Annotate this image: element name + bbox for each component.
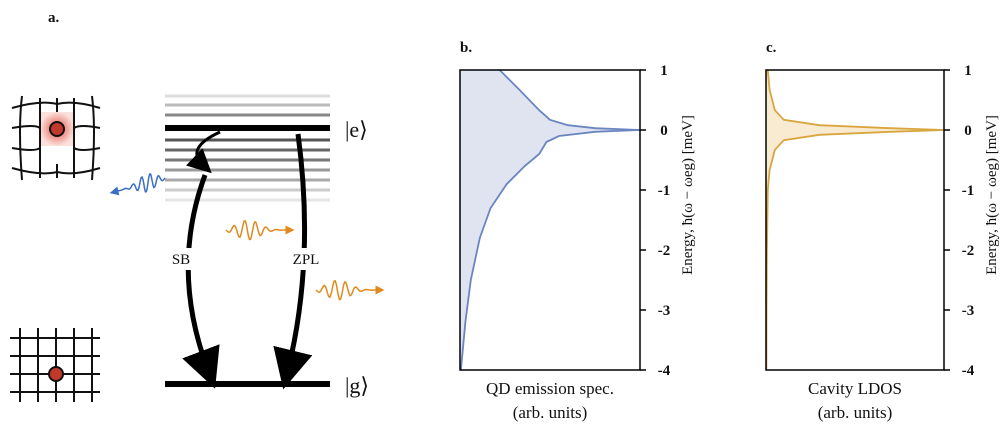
lattice-ground xyxy=(10,328,100,402)
label-bg xyxy=(165,248,197,270)
x-label-note: (arb. units) xyxy=(513,403,588,422)
lattice-excited xyxy=(11,95,101,181)
y-tick-label: -4 xyxy=(658,363,671,379)
y-tick-label: -3 xyxy=(658,303,671,319)
panel-label: a. xyxy=(48,10,60,26)
excited-state: |e⟩ xyxy=(345,117,368,142)
axes-frame xyxy=(459,69,641,371)
curve xyxy=(766,70,944,370)
y-tick-label: -1 xyxy=(962,183,975,199)
ground-state: |g⟩ xyxy=(345,373,369,398)
y-tick-label: -3 xyxy=(962,303,975,319)
y-tick-label: 0 xyxy=(660,123,668,139)
x-label: QD emission spec. xyxy=(486,379,614,398)
y-tick-label: -1 xyxy=(658,183,671,199)
panel-title: c. xyxy=(766,40,777,56)
photons xyxy=(109,173,385,301)
y-tick-label: -2 xyxy=(962,243,975,259)
area xyxy=(766,70,944,370)
zpl-label: ZPL xyxy=(293,252,320,268)
y-label: Energy, ħ(ω − ωeg) [meV] xyxy=(984,115,1000,275)
y-tick-label: 0 xyxy=(964,123,972,139)
curve xyxy=(460,70,640,370)
panel-title: b. xyxy=(460,40,472,56)
area xyxy=(460,70,640,370)
x-label-note: (arb. units) xyxy=(818,403,893,422)
axes-frame xyxy=(765,69,945,371)
y-tick-label: -4 xyxy=(962,363,975,379)
y-tick-label: 1 xyxy=(660,63,668,79)
y-label: Energy, ħ(ω − ωeg) [meV] xyxy=(680,115,696,275)
label-bg xyxy=(284,248,328,270)
y-tick-label: -2 xyxy=(658,243,671,259)
sb-label: SB xyxy=(172,252,190,268)
x-label: Cavity LDOS xyxy=(808,379,902,398)
y-tick-label: 1 xyxy=(964,63,972,79)
